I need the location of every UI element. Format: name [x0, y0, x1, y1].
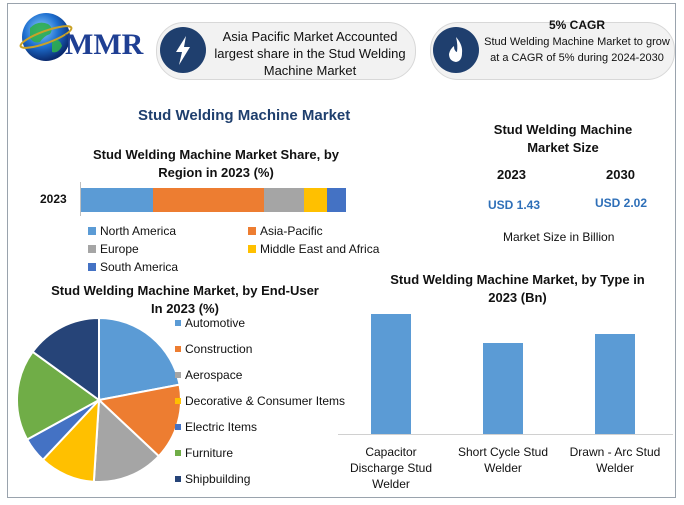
- market-size-title: Stud Welding Machine Market Size: [493, 122, 633, 155]
- legend-label: Shipbuilding: [185, 472, 251, 486]
- cagr-title: 5% CAGR: [548, 18, 605, 32]
- region-bar-segment-north-america: [81, 188, 153, 212]
- legend-swatch: [175, 476, 181, 482]
- flame-icon: [433, 27, 479, 73]
- region-stacked-bar: [81, 188, 346, 212]
- infographic-frame: [7, 3, 676, 498]
- legend-label: Asia-Pacific: [260, 224, 323, 238]
- banner1-text: Asia Pacific Market Accounted largest sh…: [214, 29, 406, 78]
- region-bar-segment-middle-east-and-africa: [303, 188, 328, 212]
- market-size-note: Market Size in Billion: [503, 230, 615, 244]
- legend-swatch: [175, 424, 181, 430]
- region-legend-item: Europe: [88, 242, 139, 256]
- legend-swatch: [175, 320, 181, 326]
- market-size-value1: USD 1.43: [488, 198, 541, 212]
- region-bar-axis: [80, 182, 81, 216]
- enduser-chart-title: Stud Welding Machine Market, by End-User…: [51, 283, 319, 316]
- region-bar-segment-south-america: [327, 188, 346, 212]
- enduser-legend-item: Decorative & Consumer Items: [175, 394, 345, 408]
- legend-swatch: [248, 245, 256, 253]
- enduser-legend-item: Furniture: [175, 446, 233, 460]
- legend-label: South America: [100, 260, 179, 274]
- region-legend-item: Asia-Pacific: [248, 224, 323, 238]
- type-bar-short-cycle-stud-welder: [483, 343, 523, 434]
- enduser-legend-item: Construction: [175, 342, 252, 356]
- pie-slice-shipbuilding: [31, 316, 100, 402]
- cagr-text: Stud Welding Machine Market to grow at a…: [484, 36, 670, 64]
- legend-label: Middle East and Africa: [260, 242, 380, 256]
- pie-slice-construction: [96, 383, 182, 458]
- pie-slice-aerospace: [92, 397, 161, 483]
- region-legend-item: North America: [88, 224, 176, 238]
- region-bar-segment-europe: [263, 188, 304, 212]
- type-category-label: Drawn - Arc Stud Welder: [569, 445, 661, 475]
- legend-swatch: [175, 450, 181, 456]
- legend-swatch: [175, 346, 181, 352]
- type-chart-title: Stud Welding Machine Market, by Type in …: [390, 272, 645, 305]
- page-title: Stud Welding Machine Market: [138, 107, 351, 124]
- region-category-label: 2023: [40, 192, 67, 206]
- enduser-pie-chart: [16, 316, 182, 483]
- legend-label: Decorative & Consumer Items: [185, 394, 346, 408]
- legend-swatch: [88, 263, 96, 271]
- market-size-value2: USD 2.02: [595, 196, 648, 210]
- market-size-year2: 2030: [606, 167, 635, 182]
- region-chart-title: Stud Welding Machine Market Share, by Re…: [92, 147, 340, 180]
- region-bar-segment-asia-pacific: [152, 188, 264, 212]
- legend-label: Construction: [185, 342, 253, 356]
- legend-label: Europe: [100, 242, 139, 256]
- enduser-legend-item: Shipbuilding: [175, 472, 250, 486]
- legend-swatch: [248, 227, 256, 235]
- legend-swatch: [88, 245, 96, 253]
- region-legend-item: South America: [88, 260, 178, 274]
- market-size-year1: 2023: [497, 167, 526, 182]
- logo: MMR: [18, 10, 143, 66]
- type-chart-baseline: [338, 434, 673, 435]
- type-bar-capacitor-discharge-stud-welder: [371, 314, 411, 434]
- type-category-label: Capacitor Discharge Stud Welder: [349, 445, 433, 491]
- enduser-legend-item: Aerospace: [175, 368, 242, 382]
- legend-label: Electric Items: [185, 420, 258, 434]
- legend-label: North America: [100, 224, 177, 238]
- globe-icon: [19, 13, 73, 61]
- type-category-label: Short Cycle Stud Welder: [457, 445, 549, 475]
- logo-text: MMR: [65, 28, 144, 61]
- legend-swatch: [175, 398, 181, 404]
- enduser-legend-item: Automotive: [175, 316, 245, 330]
- legend-swatch: [175, 372, 181, 378]
- region-legend-item: Middle East and Africa: [248, 242, 379, 256]
- lightning-icon: [160, 27, 206, 73]
- enduser-legend-item: Electric Items: [175, 420, 257, 434]
- legend-swatch: [88, 227, 96, 235]
- type-bar-drawn-arc-stud-welder: [595, 333, 635, 434]
- legend-label: Furniture: [185, 446, 234, 460]
- legend-label: Automotive: [185, 316, 246, 330]
- legend-label: Aerospace: [185, 368, 243, 382]
- pie-slice-furniture: [16, 350, 101, 441]
